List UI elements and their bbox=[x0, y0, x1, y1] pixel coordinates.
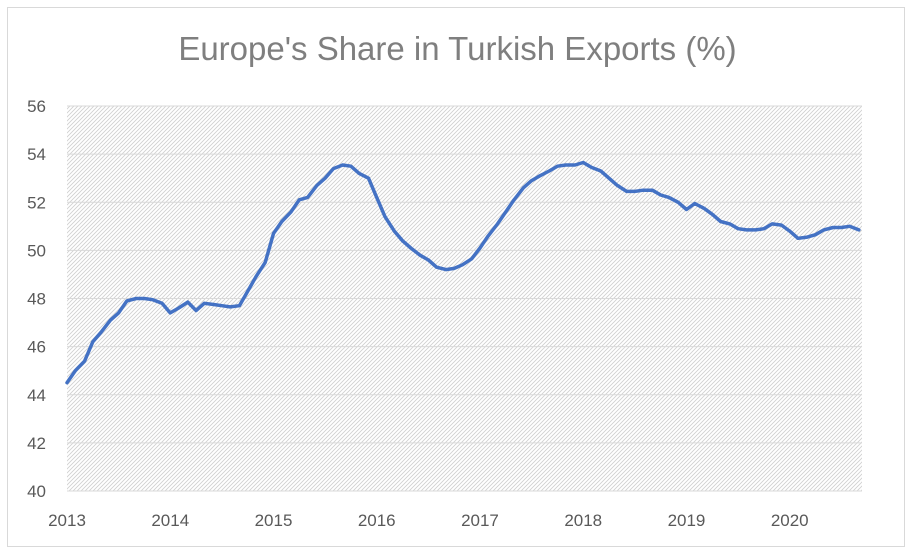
gridlines bbox=[67, 105, 862, 492]
y-tick-label: 40 bbox=[27, 482, 46, 501]
x-tick-label: 2017 bbox=[461, 511, 499, 530]
y-tick-label: 44 bbox=[27, 386, 46, 405]
y-tick-label: 48 bbox=[27, 290, 46, 309]
y-tick-label: 54 bbox=[27, 145, 46, 164]
y-tick-label: 50 bbox=[27, 241, 46, 260]
x-tick-label: 2014 bbox=[151, 511, 189, 530]
y-tick-label: 56 bbox=[27, 97, 46, 116]
y-axis-ticks: 40 42 44 46 48 50 52 54 56 bbox=[27, 97, 46, 501]
y-tick-label: 46 bbox=[27, 338, 46, 357]
series-line bbox=[65, 160, 861, 385]
x-tick-label: 2018 bbox=[564, 511, 602, 530]
chart-title: Europe's Share in Turkish Exports (%) bbox=[178, 30, 737, 67]
y-tick-label: 42 bbox=[27, 434, 46, 453]
x-tick-label: 2020 bbox=[771, 511, 809, 530]
x-tick-label: 2015 bbox=[255, 511, 293, 530]
x-axis-ticks: 2013 2014 2015 2016 2017 2018 2019 2020 bbox=[48, 511, 809, 530]
x-tick-label: 2013 bbox=[48, 511, 86, 530]
y-tick-label: 52 bbox=[27, 193, 46, 212]
x-tick-label: 2019 bbox=[668, 511, 706, 530]
series-layer bbox=[65, 160, 861, 385]
x-tick-label: 2016 bbox=[358, 511, 396, 530]
